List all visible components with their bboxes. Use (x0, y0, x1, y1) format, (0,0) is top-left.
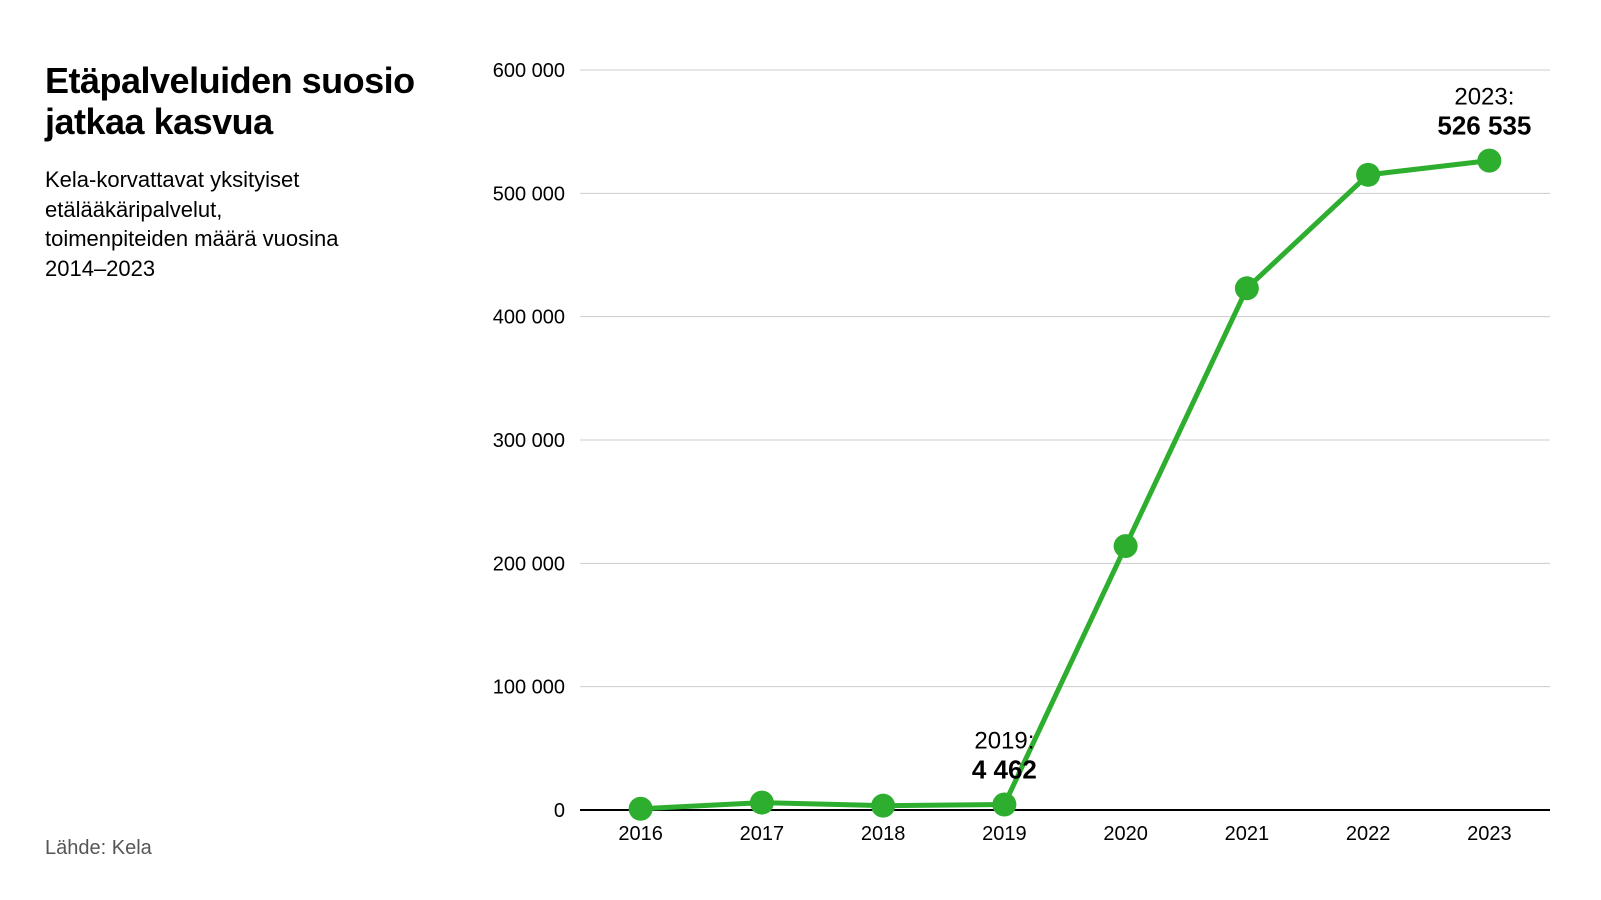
x-tick-label: 2019 (982, 823, 1027, 845)
y-tick-label: 500 000 (493, 183, 565, 205)
callout-value: 526 535 (1437, 111, 1531, 141)
chart-title: Etäpalveluiden suosio jatkaa kasvua (45, 60, 445, 143)
x-tick-label: 2023 (1467, 823, 1512, 845)
x-tick-label: 2021 (1225, 823, 1270, 845)
x-tick-label: 2022 (1346, 823, 1391, 845)
data-line (641, 161, 1490, 809)
chart-source: Lähde: Kela (45, 837, 152, 860)
y-tick-label: 400 000 (493, 307, 565, 329)
chart-subtitle: Kela-korvattavat yksityiset etälääkäripa… (45, 165, 365, 284)
x-tick-label: 2020 (1103, 823, 1148, 845)
data-point (1235, 276, 1259, 300)
data-point (750, 791, 774, 815)
data-point (992, 792, 1016, 816)
y-tick-label: 300 000 (493, 430, 565, 452)
chart-area: 0 100 000 200 000 300 000 400 000 500 000 600 … (480, 40, 1570, 860)
y-tick-label: 200 000 (493, 553, 565, 575)
y-tick-label: 100 000 (493, 677, 565, 699)
callout-year: 2019: (974, 727, 1034, 754)
y-tick-label: 600 000 (493, 60, 565, 82)
chart-container: Etäpalveluiden suosio jatkaa kasvua Kela… (0, 0, 1601, 900)
data-point (629, 797, 653, 821)
x-tick-label: 2016 (618, 823, 663, 845)
callout-value: 4 462 (972, 754, 1037, 784)
x-tick-label: 2018 (861, 823, 906, 845)
callout-year: 2023: (1454, 84, 1514, 111)
data-point (1356, 163, 1380, 187)
line-chart-svg: 0 100 000 200 000 300 000 400 000 500 000 600 … (480, 40, 1570, 860)
data-point (1477, 149, 1501, 173)
y-tick-label: 0 (554, 800, 565, 822)
data-point (1114, 534, 1138, 558)
data-point (871, 794, 895, 818)
x-tick-label: 2017 (740, 823, 785, 845)
